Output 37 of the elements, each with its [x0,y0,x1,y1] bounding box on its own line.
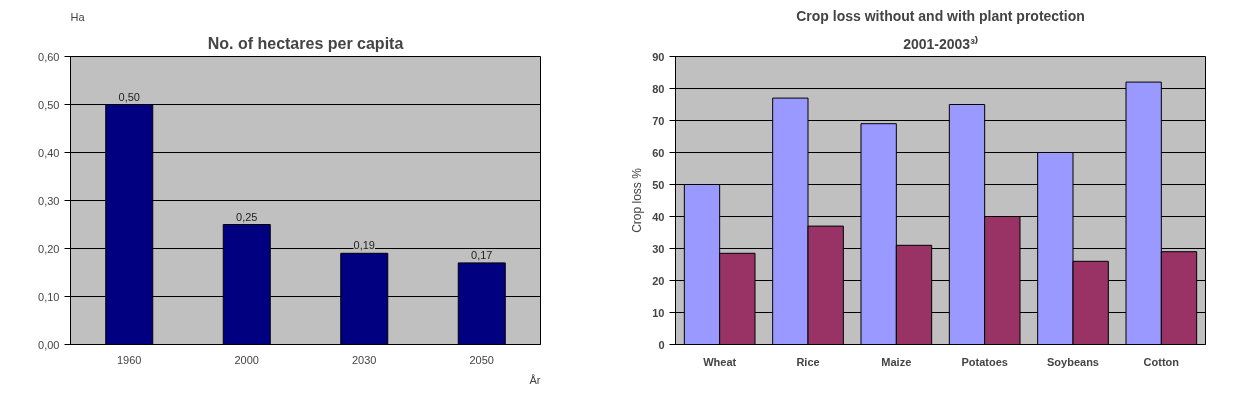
y-tick-label: 40 [652,210,665,223]
y-tick-label: 0 [658,338,665,351]
y-tick-label: 0,50 [38,98,60,111]
y-tick-label: 80 [652,82,665,95]
y-tick-label: 60 [652,146,665,159]
data-label: 0,25 [236,210,258,223]
x-tick-label: 2000 [234,353,259,366]
chart-title: Crop loss without and with plant protection [796,7,1085,24]
y-axis-title: Ha [70,10,86,23]
y-tick-label: 50 [652,178,665,191]
y-tick-label: 10 [652,306,665,319]
x-tick-label: 2050 [469,353,494,366]
x-tick-label: Maize [881,355,912,368]
y-tick-label: 20 [652,274,665,287]
y-axis-title: Crop loss % [630,167,645,233]
y-tick-label: 0,40 [38,146,60,159]
x-tick-label: Soybeans [1047,355,1099,368]
chart-subtitle: 2001-2003³⁾ [903,35,978,52]
x-tick-label: Rice [796,355,820,368]
y-tick-label: 0,00 [38,338,60,351]
y-tick-label: 0,30 [38,194,60,207]
y-tick-label: 30 [652,242,665,255]
y-tick-label: 0,10 [38,290,60,303]
x-axis-title: År [529,373,541,386]
data-label: 0,17 [471,248,493,261]
y-tick-label: 0,20 [38,242,60,255]
x-tick-label: 2030 [352,353,377,366]
y-tick-label: 90 [652,50,665,63]
x-tick-label: Wheat [703,355,737,368]
x-tick-label: Potatoes [961,355,1008,368]
y-tick-label: 70 [652,114,665,127]
x-tick-label: 1960 [117,353,142,366]
data-label: 0,19 [353,239,375,252]
chart-title: No. of hectares per capita [207,34,404,52]
x-tick-label: Cotton [1143,355,1180,368]
y-tick-label: 0,60 [38,50,60,63]
data-label: 0,50 [118,90,140,103]
